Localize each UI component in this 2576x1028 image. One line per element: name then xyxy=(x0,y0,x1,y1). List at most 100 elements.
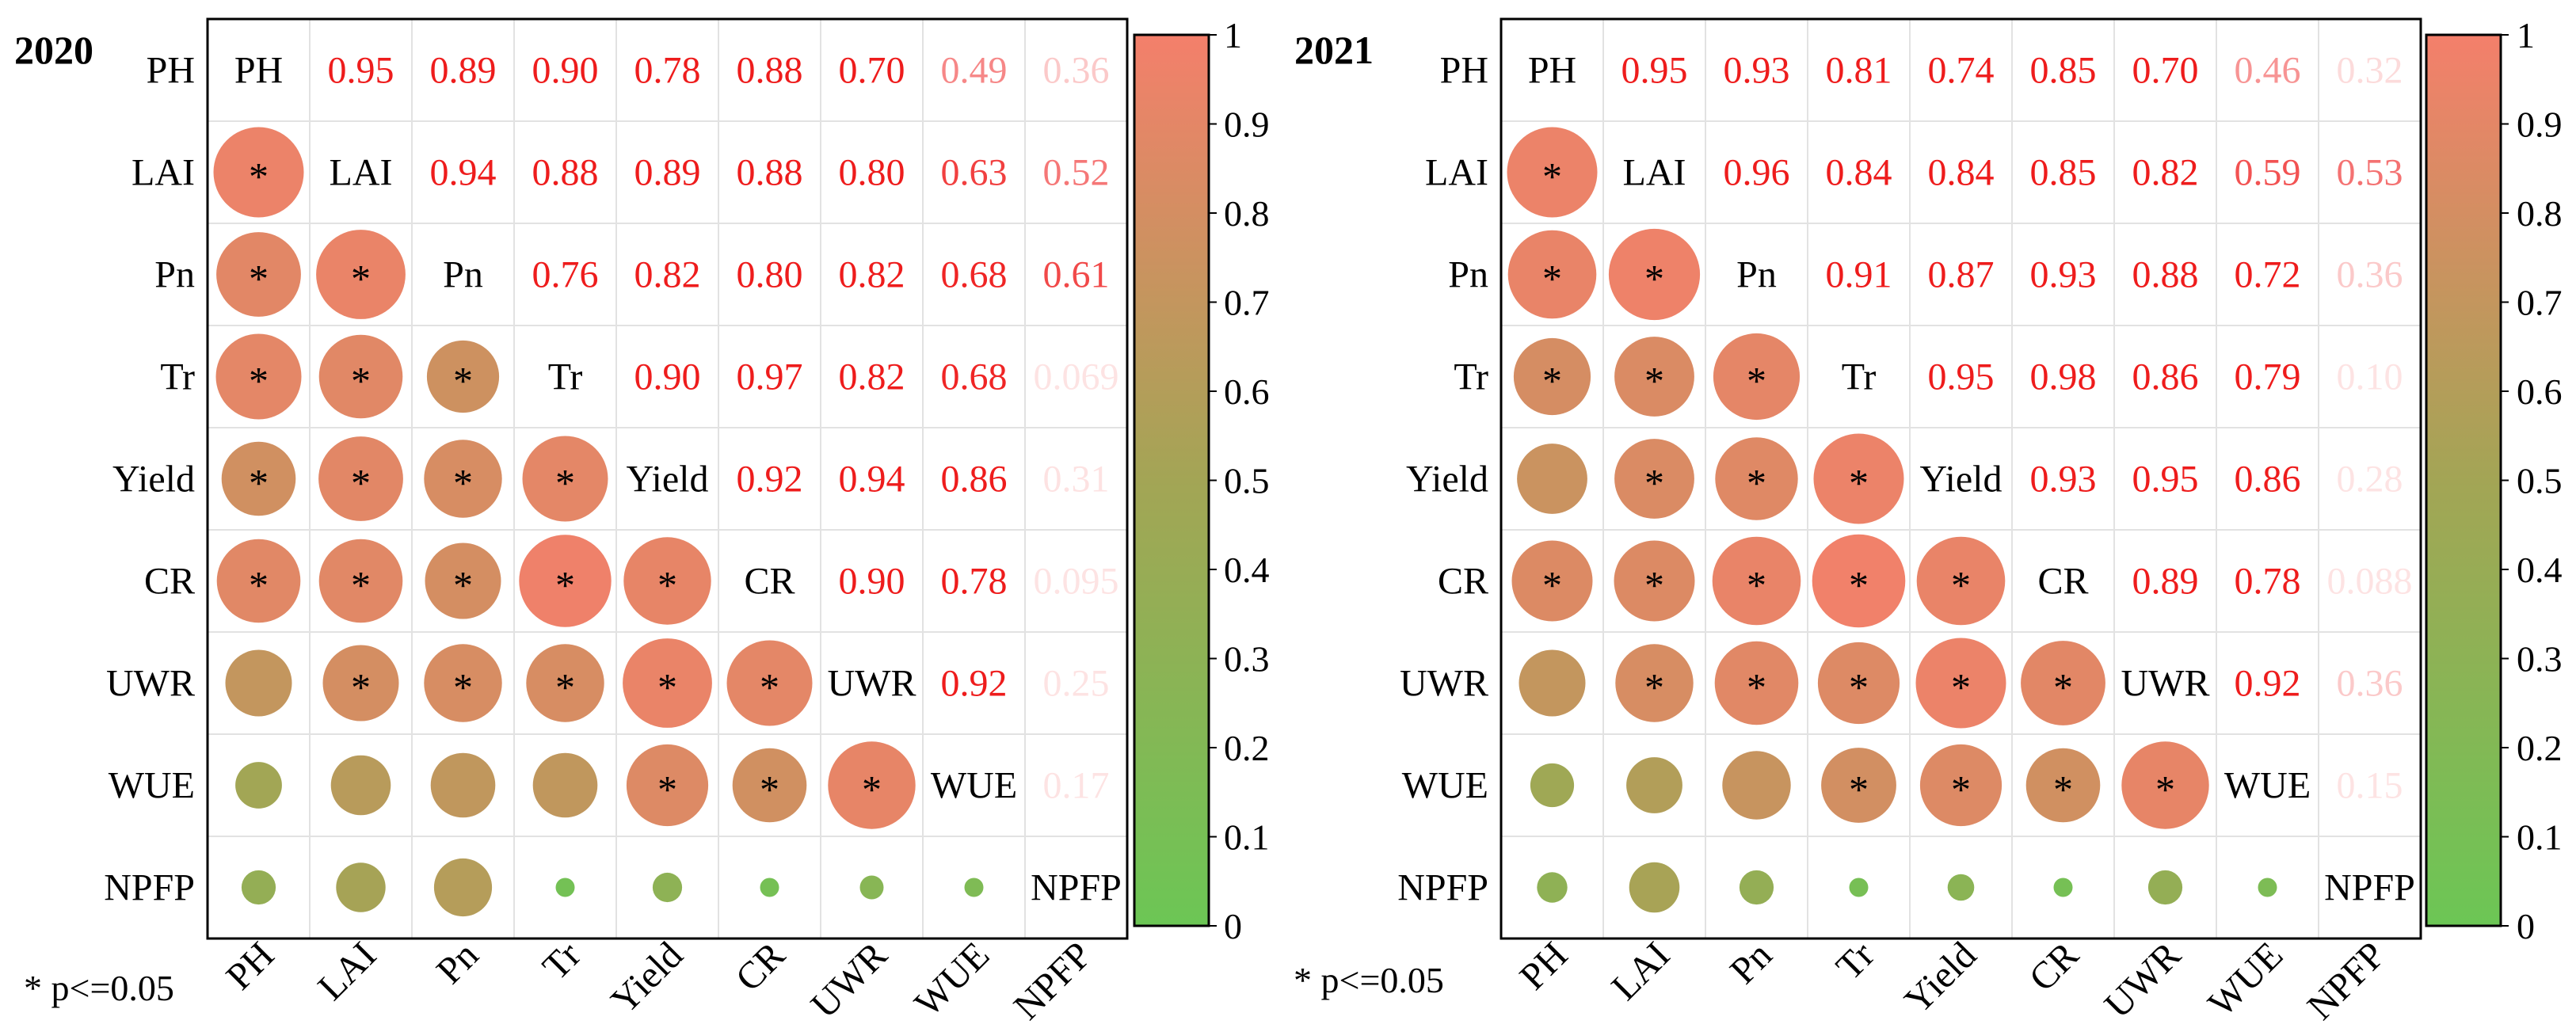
correlation-circle xyxy=(216,232,301,317)
coefficient-label: 0.25 xyxy=(1043,663,1110,705)
coefficient-label: 0.46 xyxy=(2235,50,2301,92)
coefficient-label: 0.92 xyxy=(737,459,803,501)
coefficient-label: 0.90 xyxy=(839,561,905,603)
significance-star: * xyxy=(657,767,677,812)
coefficient-label: 0.95 xyxy=(328,50,394,92)
correlation-circle xyxy=(555,878,575,897)
coefficient-label: 0.92 xyxy=(941,663,1008,705)
correlation-circle xyxy=(1519,649,1586,717)
correlation-circle xyxy=(623,638,712,728)
correlation-circle xyxy=(1608,228,1701,321)
significance-star: * xyxy=(1951,767,1971,812)
significance-star: * xyxy=(1747,359,1766,403)
row-label: CR xyxy=(1438,561,1488,603)
coefficient-label: 0.63 xyxy=(941,152,1008,194)
significance-star: * xyxy=(760,665,779,710)
column-label: CR xyxy=(2022,934,2087,999)
coefficient-label: 0.97 xyxy=(737,356,803,398)
correlation-circle xyxy=(2021,641,2105,725)
coefficient-label: 0.70 xyxy=(839,50,905,92)
coefficient-label: 0.81 xyxy=(1826,50,1892,92)
diagonal-label: Pn xyxy=(1736,254,1777,296)
row-label: PH xyxy=(147,50,195,92)
diagonal-label: Yield xyxy=(627,459,709,501)
correlation-circle xyxy=(1513,337,1591,416)
coefficient-label: 0.31 xyxy=(1043,459,1110,501)
row-label: LAI xyxy=(131,152,195,194)
column-label: Yield xyxy=(1896,934,1984,1022)
coefficient-label: 0.82 xyxy=(634,254,701,296)
correlation-circle xyxy=(221,441,296,516)
significance-star: * xyxy=(862,767,882,812)
chart-panel-2021: PH 0.95 0.93 0.81 0.74 0.85 0.70 0.46 0.32* LAI 0.… xyxy=(1294,15,2563,1028)
significance-star: * xyxy=(351,665,371,710)
significance-star: * xyxy=(249,257,269,301)
significance-star: * xyxy=(1747,563,1766,607)
significance-star: * xyxy=(351,563,371,607)
coefficient-label: 0.89 xyxy=(2132,561,2199,603)
coefficient-label: 0.088 xyxy=(2327,561,2413,603)
diagonal-label: WUE xyxy=(2224,765,2311,807)
diagonal-label: UWR xyxy=(2121,663,2210,705)
significance-star: * xyxy=(1644,563,1664,607)
significance-star: * xyxy=(249,359,269,403)
coefficient-label: 0.89 xyxy=(634,152,701,194)
correlation-circle xyxy=(1614,337,1694,417)
coefficient-label: 0.82 xyxy=(2132,152,2199,194)
correlation-circle xyxy=(225,649,292,717)
correlation-circle xyxy=(1813,433,1904,524)
significance-star: * xyxy=(1747,461,1766,505)
panel-title: 2020 xyxy=(14,28,93,72)
colorbar-tick-label: 0.3 xyxy=(2517,639,2563,680)
colorbar-tick-label: 0.7 xyxy=(2517,283,2563,323)
coefficient-label: 0.85 xyxy=(2030,152,2097,194)
coefficient-label: 0.52 xyxy=(1043,152,1110,194)
colorbar-tick-label: 0.8 xyxy=(1224,193,1270,234)
row-label: Yield xyxy=(1406,459,1488,501)
coefficient-label: 0.82 xyxy=(839,356,905,398)
correlation-circle xyxy=(1537,872,1568,903)
correlation-circle xyxy=(519,535,612,627)
correlation-circle xyxy=(726,640,813,726)
diagonal-label: Yield xyxy=(1920,459,2002,501)
correlation-circle xyxy=(1614,439,1694,519)
correlation-circle xyxy=(522,436,608,522)
correlation-circle xyxy=(1739,870,1774,905)
coefficient-label: 0.88 xyxy=(532,152,599,194)
column-label: UWR xyxy=(2097,934,2189,1026)
correlation-circle xyxy=(964,878,984,897)
significance-star: * xyxy=(657,665,677,710)
correlation-circle xyxy=(732,748,807,823)
correlation-circle xyxy=(1812,534,1906,628)
column-label: Tr xyxy=(1828,934,1882,988)
row-label: Pn xyxy=(1448,254,1488,296)
correlation-circle xyxy=(433,858,493,917)
correlation-circle xyxy=(1916,536,2006,626)
coefficient-label: 0.90 xyxy=(634,356,701,398)
correlation-circle xyxy=(2121,741,2209,829)
colorbar-tick-label: 0.1 xyxy=(1224,817,1270,858)
row-label: WUE xyxy=(1402,765,1488,807)
coefficient-label: 0.32 xyxy=(2337,50,2403,92)
diagonal-label: NPFP xyxy=(2324,867,2415,909)
diagonal-label: WUE xyxy=(931,765,1017,807)
coefficient-label: 0.86 xyxy=(941,459,1008,501)
significance-footnote: * p<=0.05 xyxy=(1294,960,1444,1000)
coefficient-label: 0.96 xyxy=(1724,152,1790,194)
grid-frame xyxy=(206,17,1129,940)
row-label: NPFP xyxy=(104,867,195,909)
correlation-circle xyxy=(1626,757,1682,813)
significance-star: * xyxy=(249,154,269,199)
significance-footnote: * p<=0.05 xyxy=(24,968,174,1008)
significance-star: * xyxy=(1747,665,1766,710)
coefficient-label: 0.59 xyxy=(2235,152,2301,194)
correlation-circle xyxy=(526,644,604,722)
column-label: NPFP xyxy=(1006,934,1100,1028)
significance-star: * xyxy=(1644,257,1664,301)
correlation-circle xyxy=(322,645,399,722)
correlation-circle xyxy=(828,741,916,829)
correlation-circle xyxy=(1817,642,1900,725)
correlation-circle xyxy=(215,333,302,420)
correlation-circle xyxy=(1517,444,1587,514)
correlation-circle xyxy=(1530,763,1575,808)
